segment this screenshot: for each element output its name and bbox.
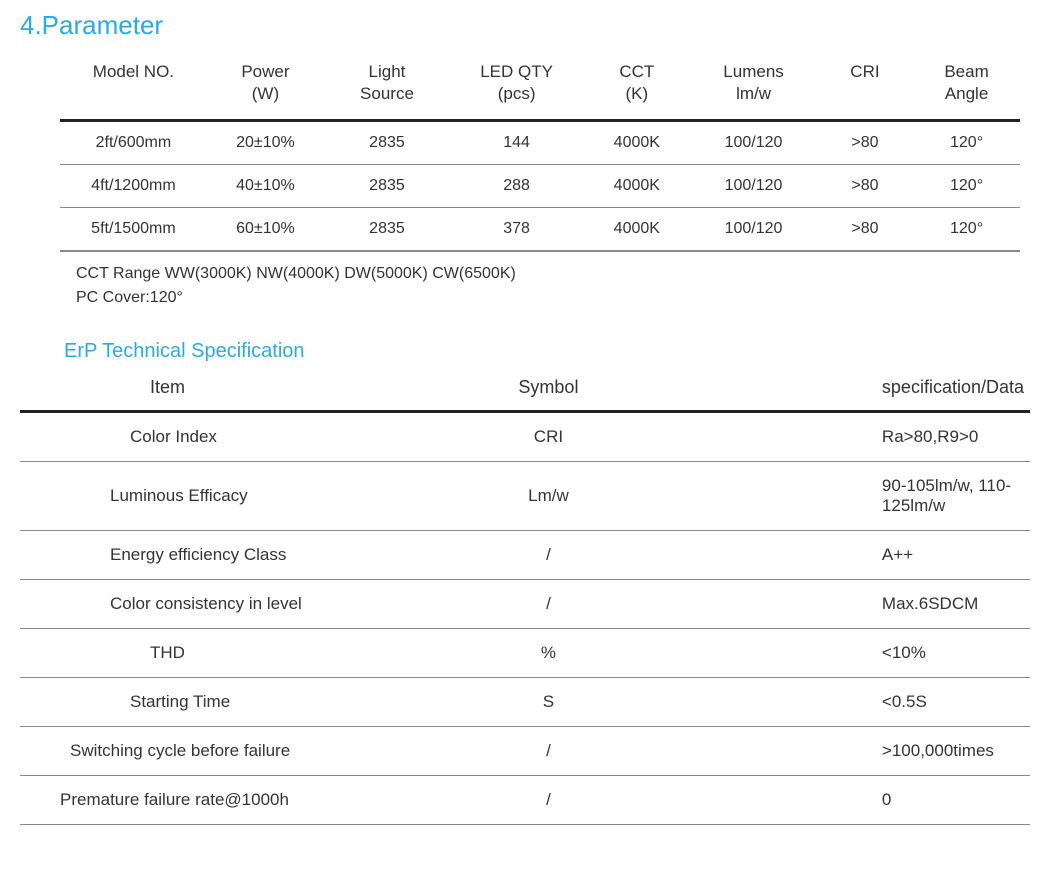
- table-cell: Color Index: [20, 412, 455, 462]
- table-row: Energy efficiency Class/A++: [20, 531, 1030, 580]
- table-cell: THD: [20, 629, 455, 678]
- table-cell: 144: [450, 121, 583, 165]
- table-cell: 100/120: [690, 208, 816, 252]
- table-cell: >80: [817, 208, 913, 252]
- params-col-header: Power(W): [207, 51, 324, 121]
- table-cell: 288: [450, 165, 583, 208]
- table-cell: /: [455, 580, 642, 629]
- section-title: 4.Parameter: [20, 10, 1037, 41]
- table-cell: 4ft/1200mm: [60, 165, 207, 208]
- table-cell: 2ft/600mm: [60, 121, 207, 165]
- table-cell: %: [455, 629, 642, 678]
- table-cell: >80: [817, 121, 913, 165]
- params-col-header: CRI: [817, 51, 913, 121]
- erp-title: ErP Technical Specification: [64, 340, 1037, 363]
- table-row: THD%<10%: [20, 629, 1030, 678]
- table-cell: <0.5S: [642, 678, 1030, 727]
- table-row: Luminous EfficacyLm/w90-105lm/w, 110-125…: [20, 462, 1030, 531]
- params-table-wrap: Model NO.Power(W)LightSourceLED QTY(pcs)…: [20, 51, 1037, 252]
- erp-col-header: Symbol: [455, 369, 642, 412]
- table-cell: Max.6SDCM: [642, 580, 1030, 629]
- params-col-header: Model NO.: [60, 51, 207, 121]
- table-cell: <10%: [642, 629, 1030, 678]
- erp-body: Color IndexCRIRa>80,R9>0Luminous Efficac…: [20, 412, 1030, 825]
- table-row: Color IndexCRIRa>80,R9>0: [20, 412, 1030, 462]
- erp-col-header: Item: [20, 369, 455, 412]
- table-cell: CRI: [455, 412, 642, 462]
- table-row: 5ft/1500mm60±10%28353784000K100/120>8012…: [60, 208, 1020, 252]
- params-notes: CCT Range WW(3000K) NW(4000K) DW(5000K) …: [20, 262, 1037, 310]
- table-cell: >80: [817, 165, 913, 208]
- table-cell: Switching cycle before failure: [20, 727, 455, 776]
- table-cell: 0: [642, 776, 1030, 825]
- table-cell: Luminous Efficacy: [20, 462, 455, 531]
- params-header-row: Model NO.Power(W)LightSourceLED QTY(pcs)…: [60, 51, 1020, 121]
- params-col-header: BeamAngle: [913, 51, 1020, 121]
- table-cell: 90-105lm/w, 110-125lm/w: [642, 462, 1030, 531]
- table-cell: 4000K: [583, 165, 690, 208]
- table-cell: 2835: [324, 165, 450, 208]
- erp-col-header: specification/Data: [642, 369, 1030, 412]
- table-row: Switching cycle before failure/>100,000t…: [20, 727, 1030, 776]
- table-cell: Color consistency in level: [20, 580, 455, 629]
- table-cell: 100/120: [690, 165, 816, 208]
- params-col-header: CCT(K): [583, 51, 690, 121]
- table-cell: 2835: [324, 208, 450, 252]
- table-cell: 100/120: [690, 121, 816, 165]
- table-row: 2ft/600mm20±10%28351444000K100/120>80120…: [60, 121, 1020, 165]
- table-cell: 40±10%: [207, 165, 324, 208]
- table-cell: 120°: [913, 165, 1020, 208]
- table-cell: 5ft/1500mm: [60, 208, 207, 252]
- table-row: Color consistency in level/Max.6SDCM: [20, 580, 1030, 629]
- params-table: Model NO.Power(W)LightSourceLED QTY(pcs)…: [60, 51, 1020, 252]
- table-cell: 4000K: [583, 121, 690, 165]
- erp-table: ItemSymbolspecification/Data Color Index…: [20, 369, 1030, 825]
- table-cell: Energy efficiency Class: [20, 531, 455, 580]
- table-cell: 60±10%: [207, 208, 324, 252]
- table-cell: /: [455, 776, 642, 825]
- table-cell: Ra>80,R9>0: [642, 412, 1030, 462]
- params-col-header: LED QTY(pcs): [450, 51, 583, 121]
- notes-line-1: CCT Range WW(3000K) NW(4000K) DW(5000K) …: [76, 262, 1037, 286]
- params-col-header: LightSource: [324, 51, 450, 121]
- params-col-header: Lumenslm/w: [690, 51, 816, 121]
- table-cell: 20±10%: [207, 121, 324, 165]
- table-cell: Premature failure rate@1000h: [20, 776, 455, 825]
- table-cell: 120°: [913, 121, 1020, 165]
- table-cell: 4000K: [583, 208, 690, 252]
- erp-header-row: ItemSymbolspecification/Data: [20, 369, 1030, 412]
- table-row: Starting TimeS<0.5S: [20, 678, 1030, 727]
- table-cell: /: [455, 531, 642, 580]
- table-row: 4ft/1200mm40±10%28352884000K100/120>8012…: [60, 165, 1020, 208]
- table-cell: 2835: [324, 121, 450, 165]
- table-cell: 378: [450, 208, 583, 252]
- table-cell: S: [455, 678, 642, 727]
- table-cell: /: [455, 727, 642, 776]
- params-body: 2ft/600mm20±10%28351444000K100/120>80120…: [60, 121, 1020, 252]
- table-cell: >100,000times: [642, 727, 1030, 776]
- table-cell: Lm/w: [455, 462, 642, 531]
- table-cell: 120°: [913, 208, 1020, 252]
- table-cell: Starting Time: [20, 678, 455, 727]
- notes-line-2: PC Cover:120°: [76, 286, 1037, 310]
- table-cell: A++: [642, 531, 1030, 580]
- table-row: Premature failure rate@1000h/0: [20, 776, 1030, 825]
